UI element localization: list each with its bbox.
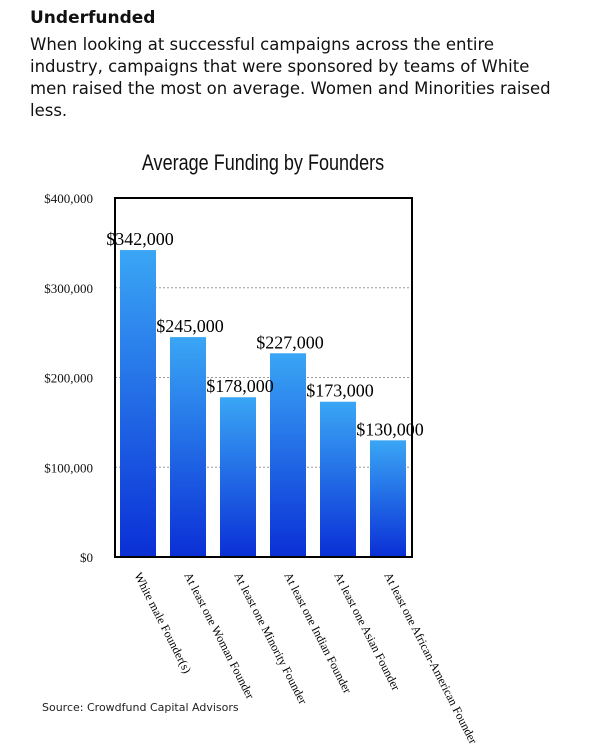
x-tick-label: At least one African-American Founder [381,570,480,746]
bar-value-label: $342,000 [106,229,174,249]
bar [270,353,306,557]
bar [170,337,206,557]
y-tick-label: $0 [80,550,93,565]
chart-title: Average Funding by Founders [142,151,384,175]
bar-value-label: $173,000 [306,381,374,401]
source-note: Source: Crowdfund Capital Advisors [42,701,239,714]
bar [370,440,406,557]
bar-value-label: $178,000 [206,376,274,396]
y-tick-label: $100,000 [44,460,93,475]
bar-value-label: $245,000 [156,316,224,336]
bar [220,397,256,557]
bar [320,401,356,557]
y-tick-label: $400,000 [44,191,93,206]
plot-frame [114,197,413,558]
bar [120,250,156,557]
bar-value-label: $130,000 [356,419,424,439]
y-tick-label: $200,000 [44,371,93,386]
intro-paragraph: When looking at successful campaigns acr… [30,35,551,120]
x-tick-label: White male Founder(s) [131,570,194,676]
page-heading: Underfunded [30,8,156,28]
bar-value-label: $227,000 [256,332,324,352]
y-tick-label: $300,000 [44,281,93,296]
